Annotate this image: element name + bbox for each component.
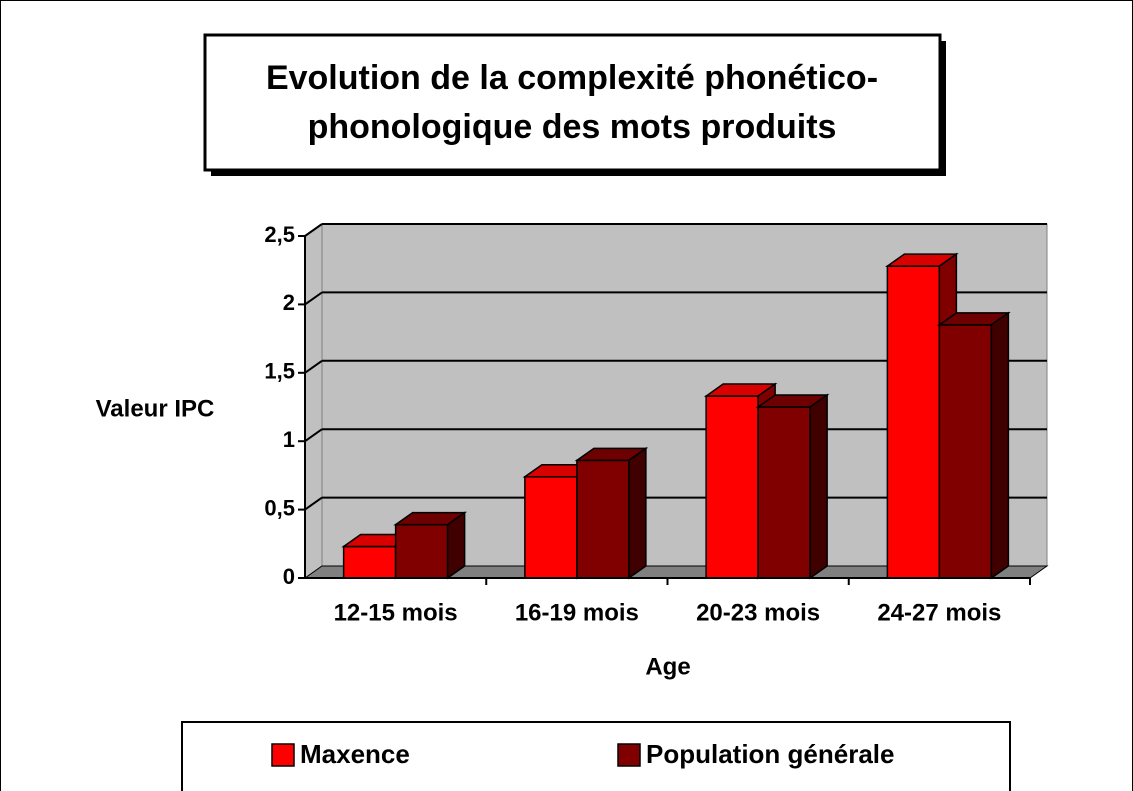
legend-box	[181, 721, 1011, 791]
x-tick-label: 16-19 mois	[515, 599, 639, 626]
x-tick-label: 12-15 mois	[334, 599, 458, 626]
y-axis-label: Valeur IPC	[96, 395, 215, 422]
grid-line	[304, 291, 323, 306]
y-tick-label: 2	[283, 290, 295, 315]
grid-line	[304, 496, 323, 511]
bar-side	[990, 311, 1010, 580]
legend-label: Maxence	[300, 739, 410, 769]
bar	[394, 523, 449, 579]
bar	[886, 265, 941, 579]
y-tick-label: 0	[283, 564, 295, 589]
legend-label: Population générale	[646, 739, 895, 769]
bar	[576, 459, 630, 579]
title-box	[203, 33, 942, 172]
x-tick-label: 20-23 mois	[696, 599, 820, 626]
chart-title: phonologique des mots produits	[308, 108, 837, 146]
chart-title: Evolution de la complexité phonético-	[266, 59, 878, 97]
x-tick-label: 24-27 mois	[877, 599, 1001, 626]
y-tick-label: 1,5	[264, 359, 295, 384]
bar	[342, 545, 397, 579]
bar-side	[446, 511, 466, 580]
bar	[757, 406, 811, 579]
side-wall	[304, 223, 323, 579]
grid-line	[304, 359, 323, 374]
bar	[938, 324, 993, 579]
grid-line	[304, 428, 323, 443]
y-tick-label: 0,5	[264, 495, 295, 520]
y-tick-label: 2,5	[264, 222, 295, 247]
bar	[524, 476, 578, 579]
bar-side	[628, 446, 647, 580]
bar-side	[809, 393, 828, 580]
legend-marker	[271, 743, 295, 767]
grid-line	[304, 223, 323, 237]
legend-marker	[617, 743, 641, 767]
y-tick-label: 1	[283, 427, 295, 452]
bar	[705, 395, 759, 579]
x-axis-label: Age	[645, 653, 690, 680]
